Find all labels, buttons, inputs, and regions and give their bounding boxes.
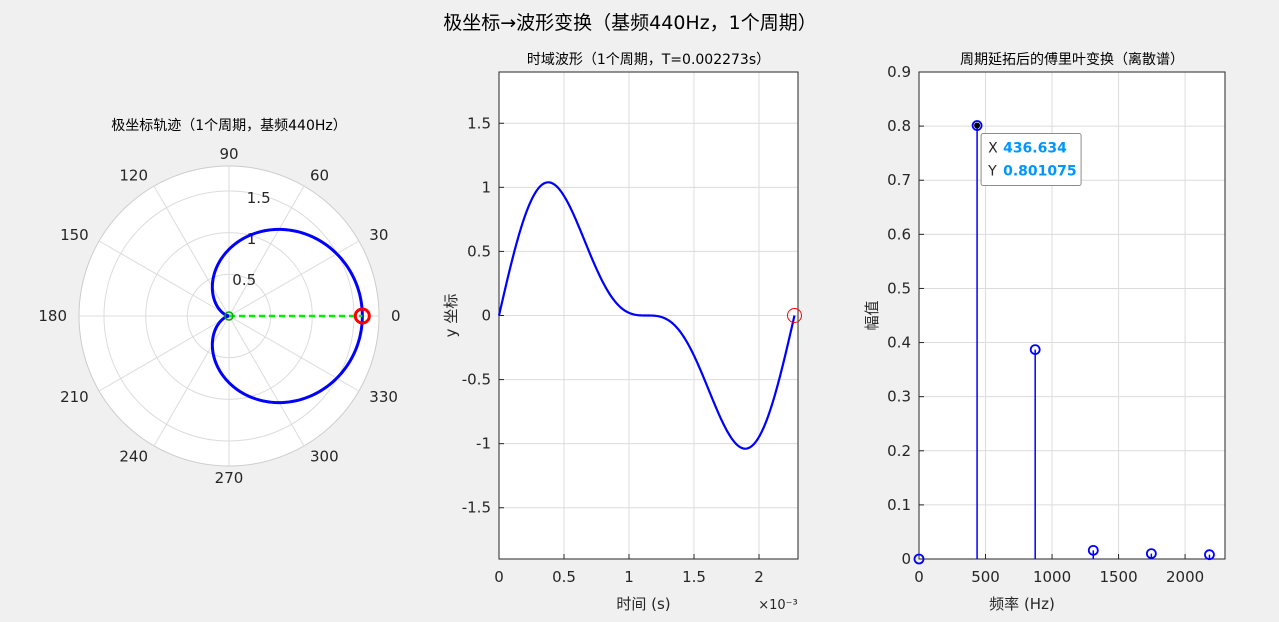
spectrum-x-tick-label: 500 bbox=[971, 568, 1000, 586]
time-domain-plot[interactable]: 0 0.5 1 1.5 2 -1.5 -1 -0.5 0 0.5 1 1.5 时域波形（1个周期，T=0… bbox=[442, 52, 802, 613]
polar-title: 极坐标轨迹（1个周期，基频440Hz） bbox=[111, 117, 347, 134]
polar-theta-gridline bbox=[153, 315, 230, 447]
spectrum-y-tick-label: 0.6 bbox=[887, 225, 911, 243]
spectrum-y-tick-label: 0.5 bbox=[887, 279, 911, 297]
polar-theta-tick-label: 30 bbox=[369, 226, 388, 244]
figure-suptitle: 极坐标→波形变换（基频440Hz，1个周期） bbox=[443, 12, 817, 34]
spectrum-y-tick-label: 0.1 bbox=[887, 496, 911, 514]
polar-origin-marker bbox=[224, 311, 234, 321]
time-x-exponent-label: ×10⁻³ bbox=[758, 598, 798, 613]
datatip-box bbox=[980, 133, 1082, 187]
spectrum-x-tick-label: 1000 bbox=[1033, 568, 1071, 586]
spectrum-plot[interactable]: 0 500 1000 1500 2000 0 0.1 0.2 0.3 0.4 0.5 0.6 0.7 0.… bbox=[863, 51, 1226, 613]
polar-theta-tick-label: 120 bbox=[119, 167, 148, 185]
polar-current-point-marker bbox=[353, 307, 371, 325]
time-waveform-line bbox=[497, 181, 796, 450]
spectrum-stem-marker bbox=[1029, 344, 1041, 355]
time-x-tick-label: 0.5 bbox=[552, 568, 576, 586]
time-x-tick-label: 1.5 bbox=[682, 568, 706, 586]
time-y-tick-label: -1.5 bbox=[462, 499, 491, 517]
datatip-y-label: Y bbox=[987, 164, 997, 180]
polar-theta-gridline bbox=[228, 185, 305, 317]
time-x-tick-label: 1 bbox=[624, 568, 634, 586]
polar-theta-tick-label: 330 bbox=[369, 388, 398, 406]
datatip-anchor bbox=[974, 122, 981, 129]
spectrum-plot-title: 周期延拓后的傅里叶变换（离散谱） bbox=[960, 51, 1184, 68]
spectrum-stem-marker bbox=[1145, 548, 1157, 559]
polar-theta-tick-label: 300 bbox=[310, 447, 339, 465]
polar-theta-tick-label: 0 bbox=[391, 307, 401, 325]
spectrum-x-tick-label: 0 bbox=[914, 568, 924, 586]
datatip-x-value: 436.634 bbox=[1003, 141, 1067, 157]
polar-r-tick-label: 1.5 bbox=[247, 189, 271, 207]
polar-r-tick-label: 1 bbox=[247, 230, 257, 248]
polar-theta-tick-label: 240 bbox=[119, 447, 148, 465]
spectrum-stem-marker bbox=[913, 553, 925, 565]
spectrum-axes-box bbox=[918, 71, 1226, 560]
polar-theta-gridline bbox=[153, 185, 230, 317]
spectrum-y-axis-label: 幅值 bbox=[863, 300, 881, 330]
time-y-axis-label: y 坐标 bbox=[442, 294, 460, 338]
polar-theta-gridline bbox=[98, 315, 230, 392]
spectrum-y-tick-label: 0.4 bbox=[887, 334, 911, 352]
time-y-tick-label: 0.5 bbox=[467, 242, 491, 260]
time-y-tick-label: 1 bbox=[481, 178, 491, 196]
polar-theta-tick-label: 270 bbox=[215, 469, 244, 487]
polar-theta-gridline bbox=[228, 315, 305, 447]
spectrum-stem-marker bbox=[971, 120, 983, 131]
time-plot-title: 时域波形（1个周期，T=0.002273s） bbox=[527, 52, 770, 68]
spectrum-y-tick-label: 0 bbox=[901, 550, 911, 568]
spectrum-y-tick-label: 0.3 bbox=[887, 388, 911, 406]
polar-plot[interactable]: 极坐标轨迹（1个周期，基频440Hz） 0 30 60 90 120 150 180 210 24… bbox=[38, 117, 400, 487]
spectrum-x-axis-label: 频率 (Hz) bbox=[989, 595, 1055, 613]
time-y-tick-label: -1 bbox=[476, 435, 491, 453]
polar-theta-tick-label: 150 bbox=[60, 226, 89, 244]
spectrum-y-tick-label: 0.7 bbox=[887, 171, 911, 189]
datatip-y-value: 0.801075 bbox=[1003, 164, 1077, 180]
polar-r-tick-label: 0.5 bbox=[232, 271, 256, 289]
spectrum-y-tick-label: 0.2 bbox=[887, 442, 911, 460]
time-x-tick-label: 2 bbox=[754, 568, 764, 586]
polar-theta-tick-label: 180 bbox=[38, 307, 67, 325]
spectrum-y-tick-label: 0.8 bbox=[887, 117, 911, 135]
spectrum-x-tick-label: 2000 bbox=[1166, 568, 1204, 586]
time-x-tick-label: 0 bbox=[494, 568, 504, 586]
polar-theta-tick-label: 60 bbox=[310, 167, 329, 185]
time-current-point-marker bbox=[786, 308, 802, 323]
time-x-axis-label: 时间 (s) bbox=[616, 595, 670, 613]
datatip-x-label: X bbox=[988, 141, 998, 157]
time-y-tick-label: 1.5 bbox=[467, 114, 491, 132]
time-y-tick-label: 0 bbox=[481, 307, 491, 325]
spectrum-y-tick-label: 0.9 bbox=[887, 63, 911, 81]
polar-theta-tick-label: 210 bbox=[60, 388, 89, 406]
polar-theta-tick-label: 90 bbox=[219, 145, 238, 163]
time-y-tick-label: -0.5 bbox=[462, 371, 491, 389]
spectrum-stem-marker bbox=[1204, 549, 1215, 561]
spectrum-x-tick-label: 1500 bbox=[1099, 568, 1137, 586]
polar-theta-gridline bbox=[98, 240, 230, 317]
spectrum-stem-marker bbox=[1087, 544, 1099, 556]
